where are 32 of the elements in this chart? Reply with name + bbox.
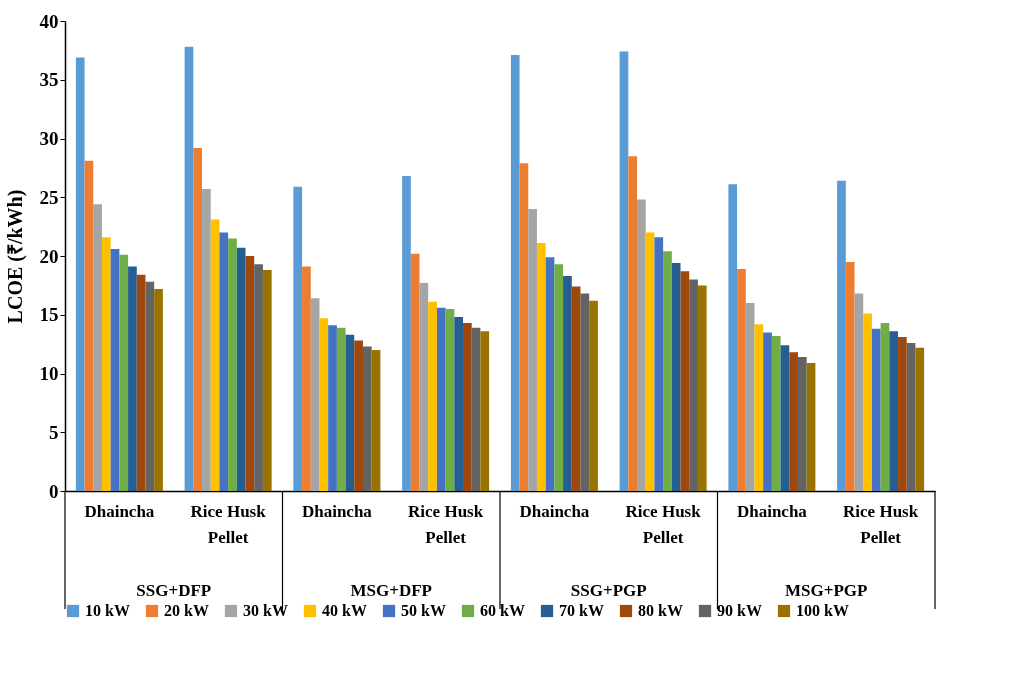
legend-label: 80 kW [638,602,683,619]
legend-label: 10 kW [85,602,130,619]
text: SSG+DFP [136,581,212,600]
x-tick-label: Rice Husk Pellet [843,501,919,547]
legend-label: 100 kW [796,602,849,619]
x-tick-label: Rice Husk Pellet [190,501,267,547]
legend-label: 20 kW [164,602,209,619]
text: MSG+DFP [350,581,432,600]
text: SSG+PGP [570,581,647,600]
y-tick-label: 35 [39,69,59,91]
legend-label: 50 kW [401,602,446,619]
y-tick-label: 0 [49,480,59,502]
y-tick-label: 5 [49,421,59,443]
y-tick-label: 15 [39,304,59,326]
x-tick-label: Dhaincha [84,501,155,521]
x-tick-label: Dhaincha [519,501,590,521]
legend-label: 90 kW [717,602,762,619]
y-tick-label: 30 [39,128,59,149]
y-tick-label: 10 [39,363,59,384]
y-axis-title: LCOE (₹/kWh) [3,189,27,324]
legend-label: 70 kW [559,602,604,619]
legend-label: 30 kW [243,602,288,619]
y-tick-label: 25 [39,186,59,208]
legend-label: 40 kW [322,602,367,619]
y-tick-label: 40 [39,10,59,32]
y-tick-label: 20 [39,245,59,267]
x-tick-label: Rice Husk Pellet [625,501,702,547]
legend-label: 60 kW [480,602,525,619]
x-tick-label: Dhaincha [301,501,373,521]
text: MSG+PGP [785,581,868,600]
x-tick-label: Rice Husk Pellet [408,501,484,547]
x-tick-label: Dhaincha [736,501,808,521]
